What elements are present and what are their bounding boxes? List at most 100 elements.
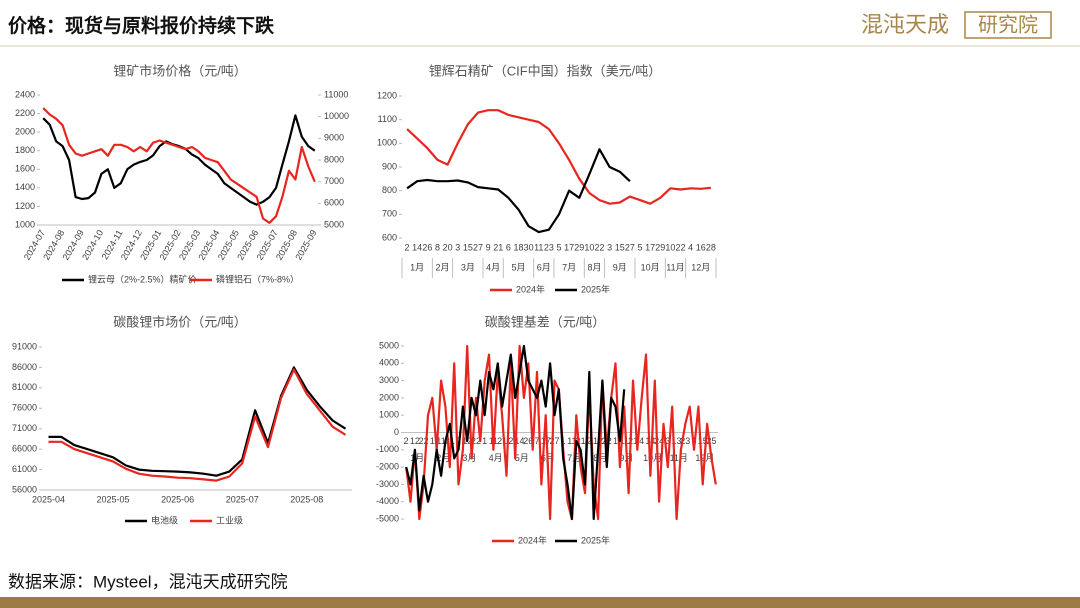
x-group-label: 11月 (666, 262, 684, 272)
x-tick-label: 22 (471, 436, 481, 446)
x-group-label: 7月 (562, 262, 576, 272)
legend-label: 2025年 (581, 534, 610, 545)
x-tick-label: 2025-07 (226, 494, 259, 504)
y-tick-label: 66000 (12, 444, 37, 454)
x-tick-label: 21 (576, 436, 586, 446)
y-tick-label: 86000 (12, 362, 37, 372)
x-tick-label: 2025-04 (32, 494, 65, 504)
x-tick-label: 1 (613, 436, 618, 446)
x-tick-label: 26 (422, 242, 432, 252)
x-tick-label: 14 (412, 242, 422, 252)
x-group-label: 10月 (643, 453, 662, 463)
x-tick-label: 5 (556, 242, 561, 252)
x-group-label: 10月 (641, 262, 660, 272)
y-tick-label: 0 (394, 427, 399, 437)
y-tick-label: 1400 (15, 182, 35, 192)
y-tick-label: 1200 (15, 201, 35, 211)
x-tick-label: 13 (672, 436, 682, 446)
x-tick-label: 16 (696, 242, 706, 252)
y-tick-label: 1800 (15, 145, 35, 155)
x-tick-label: 2 (508, 436, 513, 446)
x-tick-label: 2 (587, 436, 592, 446)
x-tick-label: 10 (665, 242, 675, 252)
x-tick-label: 26 (523, 436, 533, 446)
y-tick-label: 2000 (15, 127, 35, 137)
y-tick-label: 1600 (15, 164, 35, 174)
x-tick-label: 4 (639, 436, 644, 446)
x-group-label: 3月 (462, 453, 476, 463)
x-tick-label: 1 (482, 436, 487, 446)
y2-tick-label: 5000 (324, 219, 344, 229)
x-tick-label: 10 (584, 242, 594, 252)
x-group-label: 12月 (691, 262, 710, 272)
chart-title: 锂矿市场价格（元/吨） (113, 63, 247, 78)
x-group-label: 5月 (511, 262, 525, 272)
x-group-label: 3月 (461, 262, 475, 272)
x-tick-label: 2025-06 (161, 494, 194, 504)
x-tick-label: 15 (463, 242, 473, 252)
x-tick-label: 9 (486, 242, 491, 252)
x-tick-label: 15 (698, 436, 708, 446)
x-group-label: 5月 (515, 453, 529, 463)
y-tick-label: 76000 (12, 403, 37, 413)
x-tick-label: 11 (620, 436, 629, 446)
y2-tick-label: 10000 (324, 111, 349, 121)
y-tick-label: 61000 (12, 464, 37, 474)
y-tick-label: 1000 (377, 138, 397, 148)
y-tick-label: -1000 (376, 444, 399, 454)
logo-text: 混沌天成 (861, 12, 949, 37)
x-tick-label: 14 (645, 436, 655, 446)
x-tick-label: 3 (455, 242, 460, 252)
x-tick-label: 21 (628, 436, 638, 446)
y-tick-label: 1000 (379, 410, 399, 420)
y-tick-label: 91000 (12, 341, 37, 351)
y-tick-label: 5000 (379, 340, 399, 350)
x-tick-label: 27 (625, 242, 635, 252)
x-tick-label: 24 (654, 436, 664, 446)
legend-label: 工业级 (216, 514, 243, 525)
chart-title: 锂辉石精矿（CIF中国）指数（美元/吨） (429, 63, 662, 78)
x-tick-label: 6 (506, 242, 511, 252)
series-line (406, 148, 631, 234)
x-tick-label: 2025-05 (97, 494, 130, 504)
y-tick-label: 2000 (379, 392, 399, 402)
x-tick-label: 27 (549, 436, 559, 446)
chart-title: 碳酸锂市场价（元/吨） (113, 314, 247, 329)
series-line (405, 344, 626, 521)
x-tick-label: 23 (544, 242, 554, 252)
x-group-label: 11月 (670, 453, 688, 463)
x-tick-label: 8 (435, 242, 440, 252)
x-tick-label: 11 (534, 242, 543, 252)
y-tick-label: -2000 (376, 461, 399, 471)
y2-tick-label: 9000 (324, 133, 344, 143)
series-line (406, 109, 712, 205)
x-tick-label: 22 (676, 242, 686, 252)
y-tick-label: 900 (382, 161, 397, 171)
x-tick-label: 22 (419, 436, 429, 446)
x-group-label: 6月 (537, 262, 551, 272)
x-tick-label: 1 (430, 436, 435, 446)
y-tick-label: -4000 (376, 496, 399, 506)
legend-label: 磷锂铝石（7%-8%） (216, 273, 299, 284)
x-group-label: 1月 (410, 262, 424, 272)
y-tick-label: 2400 (15, 89, 35, 99)
series-line (42, 107, 316, 224)
x-group-label: 8月 (587, 262, 601, 272)
x-tick-label: 11 (436, 436, 445, 446)
x-tick-label: 30 (524, 242, 534, 252)
y2-tick-label: 6000 (324, 198, 344, 208)
x-group-label: 1月 (410, 453, 424, 463)
x-tick-label: 12 (410, 436, 420, 446)
y-tick-label: 71000 (12, 423, 37, 433)
y-tick-label: 1200 (377, 90, 397, 100)
x-tick-label: 21 (493, 242, 503, 252)
x-tick-label: 22 (595, 242, 605, 252)
x-group-label: 4月 (489, 453, 503, 463)
x-tick-label: 18 (513, 242, 523, 252)
x-tick-label: 20 (443, 242, 453, 252)
y-tick-label: 700 (382, 209, 397, 219)
y-tick-label: 3000 (379, 375, 399, 385)
y-tick-label: 81000 (12, 382, 37, 392)
y-tick-label: 56000 (12, 484, 37, 494)
